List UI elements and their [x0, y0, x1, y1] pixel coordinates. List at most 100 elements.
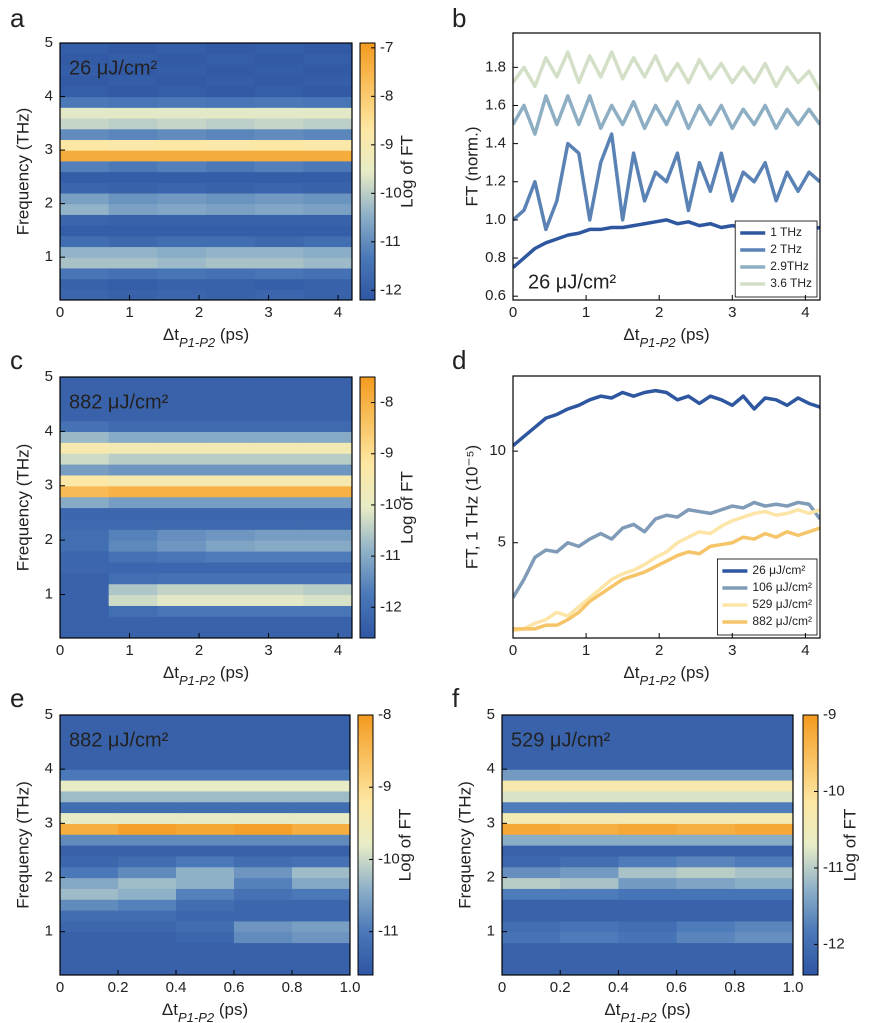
heatmap-cell	[254, 75, 304, 87]
heatmap-cell	[60, 605, 110, 617]
heatmap-cell	[60, 257, 110, 269]
heatmap-cell	[157, 572, 207, 585]
heatmap-cell	[206, 257, 256, 269]
x-axis-label-part: (ps)	[215, 325, 249, 344]
heatmap-cell	[157, 171, 207, 183]
heatmap-cell	[502, 845, 561, 857]
heatmap-cell	[108, 431, 158, 443]
x-axis-label-part: Δt	[162, 1000, 178, 1019]
heatmap-cell	[176, 812, 235, 824]
y-tick-label: 3	[487, 814, 495, 831]
heatmap-cell	[303, 409, 352, 422]
x-axis-label: ΔtP1-P2 (ps)	[623, 325, 709, 349]
heatmap-cell	[502, 736, 561, 749]
heatmap-cell	[502, 758, 561, 770]
heatmap-cell	[303, 594, 352, 606]
heatmap-cell	[254, 496, 304, 509]
x-tick-label: 0	[498, 979, 506, 996]
heatmap-cell	[60, 420, 110, 432]
heatmap-cell	[108, 235, 158, 248]
heatmap-cell	[157, 267, 207, 280]
heatmap-cell	[254, 507, 304, 519]
heatmap-cell	[734, 801, 793, 814]
heatmap-cell	[254, 128, 304, 140]
legend: 26 μJ/cm² 106 μJ/cm² 529 μJ/cm² 882 μJ/cm²	[716, 558, 818, 636]
heatmap-cell	[676, 855, 736, 868]
heatmap-cell	[108, 507, 158, 519]
colorbar-tick-label: -7	[380, 39, 393, 56]
heatmap-cell	[560, 920, 619, 933]
heatmap-cell	[292, 834, 350, 846]
heatmap-cell	[206, 377, 256, 389]
heatmap-cell	[206, 43, 256, 55]
x-tick-label: 0	[56, 642, 64, 659]
heatmap-cell	[206, 85, 256, 98]
y-tick-label: 1	[45, 585, 53, 602]
line-series	[513, 132, 820, 232]
heatmap-cell	[108, 518, 158, 530]
heatmap-cell	[157, 518, 207, 530]
heatmap-cell	[502, 780, 561, 792]
heatmap-cell	[292, 899, 350, 911]
heatmap-cell	[734, 845, 793, 857]
heatmap-cell	[502, 769, 561, 781]
colorbar-label: Log of FT	[395, 809, 414, 882]
x-axis-label-part: Δt	[623, 325, 639, 344]
x-tick-label: 3	[728, 642, 736, 659]
heatmap-cell	[108, 150, 158, 162]
heatmap-cell	[206, 540, 256, 552]
heatmap-cell	[157, 464, 207, 476]
y-tick-label: 3	[45, 141, 53, 158]
heatmap-cell	[60, 812, 119, 824]
heatmap-cell	[157, 453, 207, 465]
heatmap-cell	[303, 246, 352, 258]
y-tick-label: 1.2	[485, 173, 506, 190]
heatmap-cell	[734, 823, 793, 835]
y-tick-label: 1.0	[485, 211, 506, 228]
x-tick-label: 4	[801, 642, 809, 659]
heatmap-cell	[157, 278, 207, 290]
heatmap-cell	[303, 420, 352, 432]
plot-area	[502, 715, 793, 975]
heatmap-cell	[254, 43, 304, 55]
heatmap-cell	[303, 561, 352, 574]
heatmap-cell	[206, 507, 256, 519]
heatmap-cell	[560, 812, 619, 824]
heatmap-cell	[254, 96, 304, 108]
colorbar-label: Log of FT	[397, 135, 416, 208]
heatmap-cell	[60, 769, 119, 781]
heatmap-cell	[118, 725, 177, 738]
heatmap-cell	[176, 866, 235, 879]
heatmap-cell	[676, 877, 736, 889]
heatmap-cell	[118, 866, 177, 879]
heatmap-cell	[60, 953, 119, 965]
heatmap-cell	[303, 85, 352, 98]
heatmap-cell	[60, 246, 110, 258]
heatmap-cell	[60, 823, 119, 835]
heatmap-cell	[118, 845, 177, 857]
heatmap-cell	[254, 387, 304, 400]
panel-letter: f	[452, 683, 460, 713]
heatmap-cell	[60, 877, 119, 889]
heatmap-cell	[206, 409, 256, 422]
heatmap-cell	[303, 235, 352, 248]
x-tick-label: 0.2	[550, 979, 571, 996]
heatmap-cell	[676, 964, 736, 975]
heatmap-cell	[292, 747, 350, 759]
heatmap-cell	[676, 747, 736, 759]
heatmap-cell	[157, 235, 207, 248]
heatmap-cell	[60, 801, 119, 814]
heatmap-cell	[206, 561, 256, 574]
colorbar-tick-label: -12	[380, 598, 402, 615]
heatmap-cell	[676, 736, 736, 749]
legend-label: 1 THz	[770, 225, 802, 239]
x-tick-label: 2	[195, 304, 203, 321]
x-axis-label-part: P1-P2	[639, 335, 676, 350]
heatmap-cell	[157, 561, 207, 574]
heatmap-cell	[560, 790, 619, 803]
heatmap-cell	[60, 747, 119, 759]
heatmap-cell	[157, 53, 207, 66]
heatmap-cell	[502, 910, 561, 922]
heatmap-cell	[254, 53, 304, 66]
heatmap-cell	[303, 398, 352, 411]
